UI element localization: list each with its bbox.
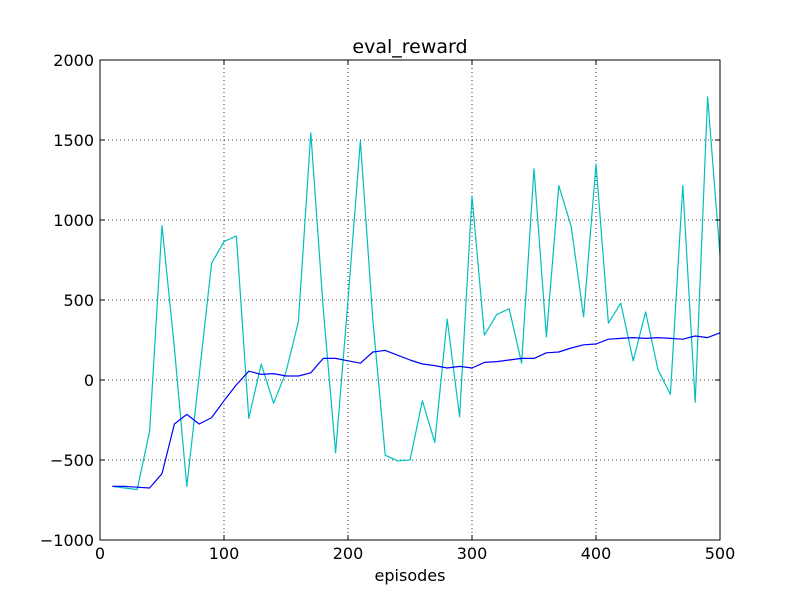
- x-tick-label: 300: [457, 544, 488, 563]
- series-layer: [112, 96, 721, 491]
- x-tick-label: 500: [705, 544, 736, 563]
- y-tick-label: 2000: [53, 51, 94, 70]
- series-line-1: [112, 96, 721, 491]
- chart-title: eval_reward: [352, 36, 467, 58]
- tick-labels: 0 100 200 300 400 500 −1000 −500 0 500 1000 1500 200…: [40, 51, 735, 563]
- x-tick-label: 100: [209, 544, 240, 563]
- ticks: [99, 59, 721, 541]
- series-line-2: [112, 332, 721, 489]
- x-tick-label: 0: [95, 544, 105, 563]
- x-tick-label: 400: [581, 544, 612, 563]
- x-axis-label: episodes: [375, 566, 446, 585]
- y-tick-label: 1000: [53, 211, 94, 230]
- y-tick-label: 0: [84, 371, 94, 390]
- y-tick-label: 1500: [53, 131, 94, 150]
- y-tick-label: −1000: [40, 531, 94, 550]
- y-tick-label: 500: [63, 291, 94, 310]
- x-tick-label: 200: [333, 544, 364, 563]
- y-tick-label: −500: [50, 451, 94, 470]
